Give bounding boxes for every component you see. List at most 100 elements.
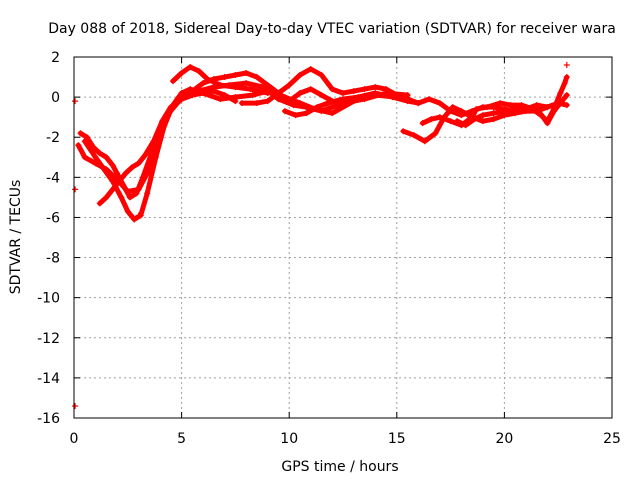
data-point: [563, 62, 570, 69]
data-point: [210, 88, 217, 95]
data-point: [217, 82, 224, 89]
data-point: [77, 130, 84, 137]
data-point: [563, 92, 570, 99]
data-point: [243, 70, 250, 77]
data-point: [133, 190, 140, 197]
data-point: [436, 114, 443, 121]
data-point: [281, 94, 288, 101]
chart-title: Day 088 of 2018, Sidereal Day-to-day VTE…: [48, 21, 616, 37]
y-tick-label: -12: [37, 331, 60, 347]
data-point: [473, 106, 480, 113]
data-point: [232, 72, 239, 79]
data-point: [118, 194, 125, 201]
series-line: [454, 92, 570, 128]
data-point: [471, 116, 478, 123]
y-tick-label: -6: [46, 210, 60, 226]
data-point: [563, 74, 570, 81]
data-point: [120, 182, 127, 189]
y-tick-label: -4: [46, 170, 60, 186]
data-point: [122, 170, 129, 177]
plot-frame: [73, 56, 613, 419]
data-point: [329, 86, 336, 93]
y-tick-label: -2: [46, 130, 60, 146]
data-point: [557, 90, 564, 97]
data-point: [144, 190, 151, 197]
data-point: [355, 94, 362, 101]
data-point: [260, 84, 267, 91]
data-point: [124, 208, 131, 215]
data-point: [221, 92, 228, 99]
data-point: [512, 106, 519, 113]
data-point: [103, 194, 110, 201]
data-point: [75, 142, 82, 149]
series-line: [82, 86, 400, 222]
data-point: [189, 92, 196, 99]
data-point: [372, 90, 379, 97]
y-tick-label: -10: [37, 291, 60, 307]
data-point: [72, 98, 79, 105]
data-point: [415, 100, 422, 107]
data-point: [167, 104, 174, 111]
data-point: [340, 90, 346, 97]
data-point: [101, 166, 108, 173]
data-point: [148, 150, 155, 157]
data-point: [286, 82, 293, 89]
data-point: [544, 104, 551, 111]
data-point: [114, 170, 121, 177]
data-point: [200, 90, 207, 97]
data-point: [557, 100, 564, 107]
data-point: [221, 74, 228, 81]
data-point: [479, 118, 486, 125]
data-point: [142, 152, 149, 159]
data-point: [103, 154, 110, 161]
data-point: [303, 110, 310, 117]
data-point: [247, 86, 254, 93]
data-point: [187, 64, 194, 71]
x-tick-label: 25: [603, 431, 621, 447]
data-point: [129, 164, 136, 171]
y-tick-label: 2: [51, 50, 60, 66]
data-point: [540, 114, 547, 121]
data-point: [275, 90, 282, 97]
data-point: [249, 92, 256, 99]
data-point: [318, 92, 325, 99]
data-point: [296, 90, 303, 97]
data-point: [550, 108, 557, 115]
data-point: [178, 96, 185, 103]
data-point: [264, 82, 271, 89]
data-point: [204, 76, 211, 83]
data-point: [458, 108, 465, 115]
data-point: [109, 178, 116, 185]
data-point: [421, 138, 428, 145]
data-point: [389, 94, 396, 101]
y-tick-label: 0: [51, 90, 60, 106]
data-point: [281, 108, 288, 115]
x-axis-label: GPS time / hours: [281, 459, 398, 475]
data-point: [462, 122, 469, 129]
data-point: [96, 150, 103, 157]
data-point: [187, 86, 194, 93]
data-point: [307, 66, 314, 73]
data-point: [243, 80, 250, 87]
x-tick-label: 5: [177, 431, 186, 447]
x-tick-label: 0: [70, 431, 79, 447]
data-point: [501, 108, 508, 115]
axis-ticks: 0 5 10 15 20 25 -16 -14 -12 -10 -8 -6 -4 -2 0 2: [37, 50, 621, 447]
y-tick-label: -14: [37, 371, 60, 387]
data-point: [479, 112, 486, 119]
data-point: [109, 162, 116, 169]
data-point: [72, 186, 79, 193]
data-series: [72, 62, 570, 409]
data-point: [383, 86, 390, 93]
data-point: [264, 90, 271, 97]
data-point: [116, 178, 123, 185]
data-point: [544, 120, 551, 127]
data-point: [253, 74, 260, 81]
data-point: [447, 118, 454, 125]
y-tick-label: -8: [46, 251, 60, 267]
data-point: [484, 104, 491, 111]
data-point: [324, 100, 331, 107]
data-point: [432, 130, 439, 137]
series-track-4: [96, 88, 239, 207]
